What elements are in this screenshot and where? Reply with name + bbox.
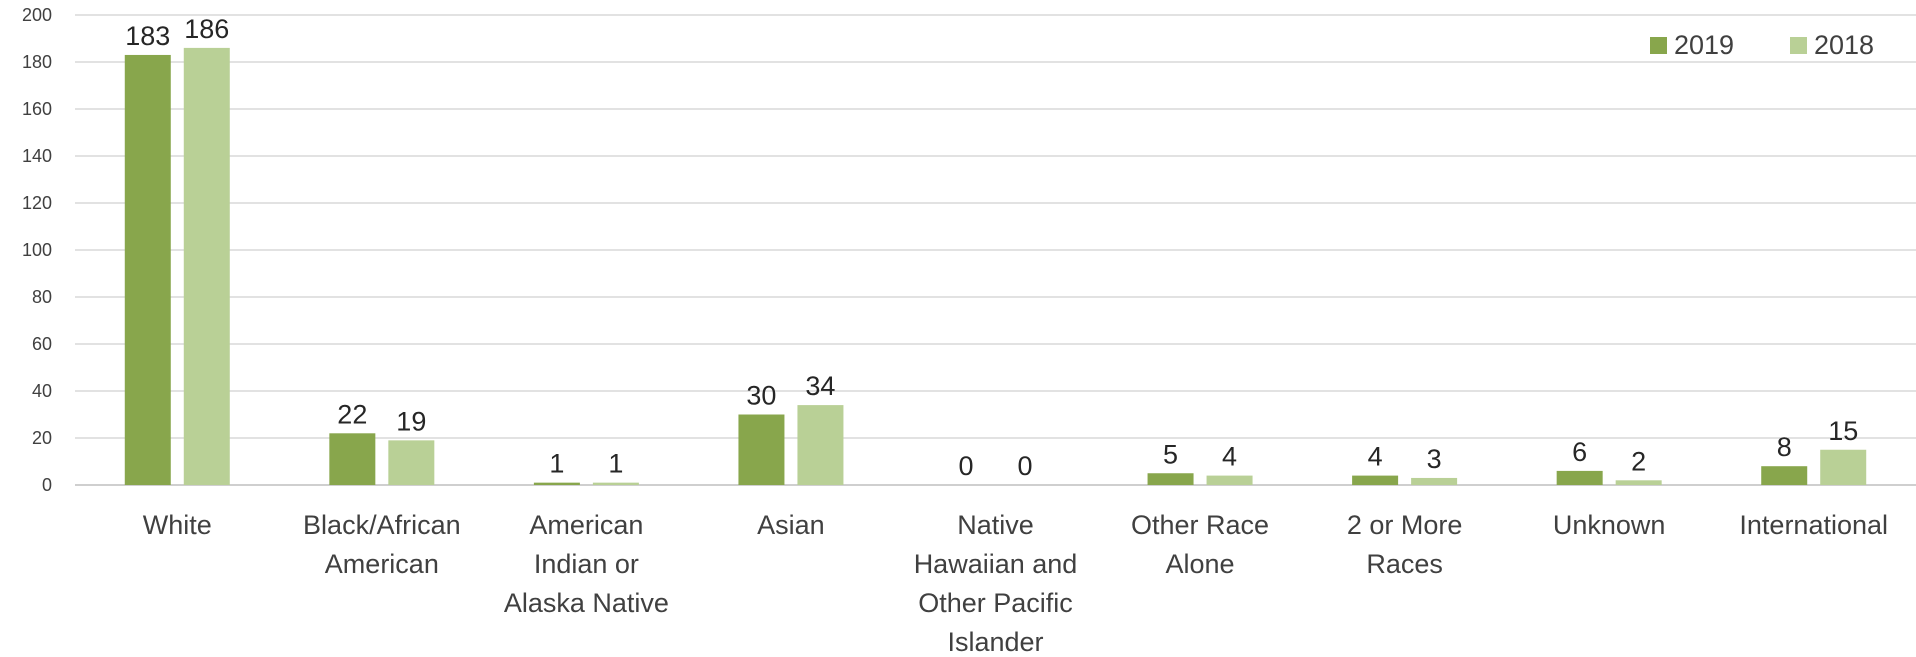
- data-label: 1: [549, 449, 564, 479]
- data-label: 6: [1572, 437, 1587, 467]
- category-label: Other Race Alone: [1131, 510, 1269, 579]
- bars: [124, 47, 1867, 486]
- category-label: International: [1739, 510, 1888, 540]
- bar-2019: [1147, 473, 1194, 485]
- bar-2018: [1411, 477, 1458, 485]
- bar-2019: [1761, 466, 1808, 485]
- category-label-line: Asian: [757, 510, 825, 540]
- bar-2019: [1556, 470, 1603, 485]
- category-label-line: Races: [1366, 549, 1443, 579]
- category-label-line: White: [143, 510, 212, 540]
- x-axis-categories: White Black/African American American Indian…: [143, 510, 1888, 657]
- data-label: 34: [805, 371, 835, 401]
- y-tick-label: 100: [22, 240, 52, 260]
- category-label-line: American: [325, 549, 439, 579]
- y-tick-label: 40: [32, 381, 52, 401]
- category-label: 2 or More Races: [1347, 510, 1463, 579]
- data-label: 0: [958, 451, 973, 481]
- category-label-line: Alaska Native: [504, 588, 669, 618]
- y-tick-label: 140: [22, 146, 52, 166]
- category-label-line: Other Pacific: [918, 588, 1073, 618]
- bar-2018: [1820, 449, 1867, 485]
- data-label: 15: [1828, 416, 1858, 446]
- category-label: American Indian or Alaska Native: [504, 510, 669, 618]
- category-label-line: International: [1739, 510, 1888, 540]
- y-tick-label: 80: [32, 287, 52, 307]
- bar-2019: [738, 414, 785, 485]
- data-label: 183: [125, 21, 170, 51]
- bar-2018: [388, 440, 435, 485]
- data-label: 19: [396, 406, 426, 436]
- bar-2019: [533, 482, 580, 485]
- legend-swatch-2018: [1790, 37, 1807, 54]
- legend-label: 2019: [1674, 30, 1734, 60]
- y-tick-label: 160: [22, 99, 52, 119]
- legend-swatch-2019: [1650, 37, 1667, 54]
- category-label-line: 2 or More: [1347, 510, 1463, 540]
- y-tick-label: 120: [22, 193, 52, 213]
- category-label: Native Hawaiian and Other Pacific Islander: [914, 510, 1078, 657]
- category-label: Unknown: [1553, 510, 1666, 540]
- category-label-line: Black/African: [303, 510, 461, 540]
- y-tick-label: 0: [42, 475, 52, 495]
- y-tick-label: 60: [32, 334, 52, 354]
- data-label: 2: [1631, 446, 1646, 476]
- bar-2018: [183, 47, 230, 486]
- category-label-line: Native: [957, 510, 1034, 540]
- data-label: 1: [608, 449, 623, 479]
- bar-2019: [329, 433, 376, 485]
- category-label-line: Other Race: [1131, 510, 1269, 540]
- data-label: 8: [1777, 432, 1792, 462]
- gridlines: [75, 14, 1916, 486]
- category-label: Black/African American: [303, 510, 461, 579]
- data-label: 186: [184, 14, 229, 44]
- data-label: 5: [1163, 439, 1178, 469]
- category-label-line: Alone: [1166, 549, 1235, 579]
- data-labels: 183 186 22 19 1 1 30 34 0 0 5 4 4 3 6 2 8 15: [125, 14, 1858, 481]
- y-axis-ticks: 0 20 40 60 80 100 120 140 160 180 200: [22, 5, 52, 495]
- legend: 2019 2018: [1650, 30, 1874, 60]
- category-label-line: Indian or: [534, 549, 639, 579]
- bar-2018: [1615, 480, 1662, 485]
- bar-2019: [1352, 475, 1399, 485]
- data-label: 0: [1017, 451, 1032, 481]
- bar-2018: [1206, 475, 1253, 485]
- category-label: Asian: [757, 510, 825, 540]
- data-label: 3: [1427, 444, 1442, 474]
- bar-2019: [124, 54, 171, 485]
- legend-label: 2018: [1814, 30, 1874, 60]
- data-label: 30: [746, 381, 776, 411]
- data-label: 22: [337, 399, 367, 429]
- category-label-line: Hawaiian and: [914, 549, 1078, 579]
- category-label: White: [143, 510, 212, 540]
- y-tick-label: 180: [22, 52, 52, 72]
- data-label: 4: [1222, 442, 1237, 472]
- bar-2018: [592, 482, 639, 485]
- category-label-line: Islander: [947, 627, 1043, 657]
- bar-2018: [797, 405, 844, 485]
- data-label: 4: [1368, 442, 1383, 472]
- y-tick-label: 20: [32, 428, 52, 448]
- category-label-line: American: [529, 510, 643, 540]
- y-tick-label: 200: [22, 5, 52, 25]
- category-label-line: Unknown: [1553, 510, 1666, 540]
